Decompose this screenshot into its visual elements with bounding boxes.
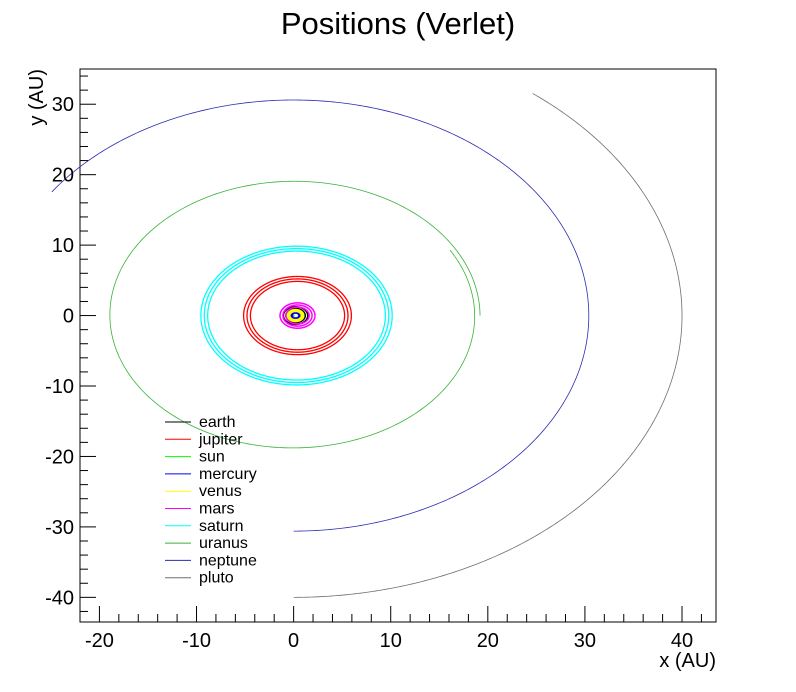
axes-layer: -20 -10 0 10 20 30 40 -40 -30 -20 -10 0 10 20 30: [45, 75, 702, 652]
y-tick-label: -30: [45, 517, 74, 539]
legend: earthjupitersunmercuryvenusmarssaturnura…: [165, 414, 257, 587]
legend-label-pluto: pluto: [199, 570, 234, 587]
y-axis-label: y (AU): [26, 69, 48, 126]
legend-label-sun: sun: [199, 449, 225, 466]
legend-label-jupiter: jupiter: [198, 431, 243, 448]
x-tick-label: 30: [574, 630, 596, 652]
x-tick-label: 10: [380, 630, 402, 652]
orbits-layer: [51, 93, 683, 598]
orbit-pluto: [293, 93, 683, 598]
legend-label-uranus: uranus: [199, 535, 248, 552]
orbit-venus: [286, 308, 305, 323]
y-tick-label: -10: [45, 376, 74, 398]
y-tick-label: -40: [45, 587, 74, 609]
x-axis-label: x (AU): [659, 650, 716, 672]
y-tick-label: 20: [52, 165, 74, 187]
x-tick-label: -20: [85, 630, 114, 652]
orbit-neptune: [51, 99, 590, 532]
y-tick-label: -20: [45, 446, 74, 468]
orbit-uranus: [109, 180, 481, 449]
x-tick-label: 0: [288, 630, 299, 652]
legend-label-earth: earth: [199, 414, 235, 431]
orbit-jupiter: [242, 275, 353, 356]
orbit-mars: [279, 302, 316, 329]
legend-label-neptune: neptune: [199, 552, 257, 569]
x-tick-label: -10: [182, 630, 211, 652]
chart-title: Positions (Verlet): [281, 6, 515, 41]
legend-label-saturn: saturn: [199, 518, 243, 535]
x-tick-label: 20: [477, 630, 499, 652]
orbit-sun: [292, 314, 295, 317]
legend-label-mars: mars: [199, 501, 235, 518]
legend-label-venus: venus: [199, 483, 242, 500]
x-tick-label: 40: [671, 630, 693, 652]
orbit-mercury: [290, 311, 301, 320]
orbit-saturn: [200, 245, 393, 386]
y-tick-label: 30: [52, 94, 74, 116]
plot-frame: [79, 68, 717, 623]
legend-label-mercury: mercury: [199, 466, 257, 483]
y-tick-label: 0: [63, 306, 74, 328]
y-tick-label: 10: [52, 235, 74, 257]
